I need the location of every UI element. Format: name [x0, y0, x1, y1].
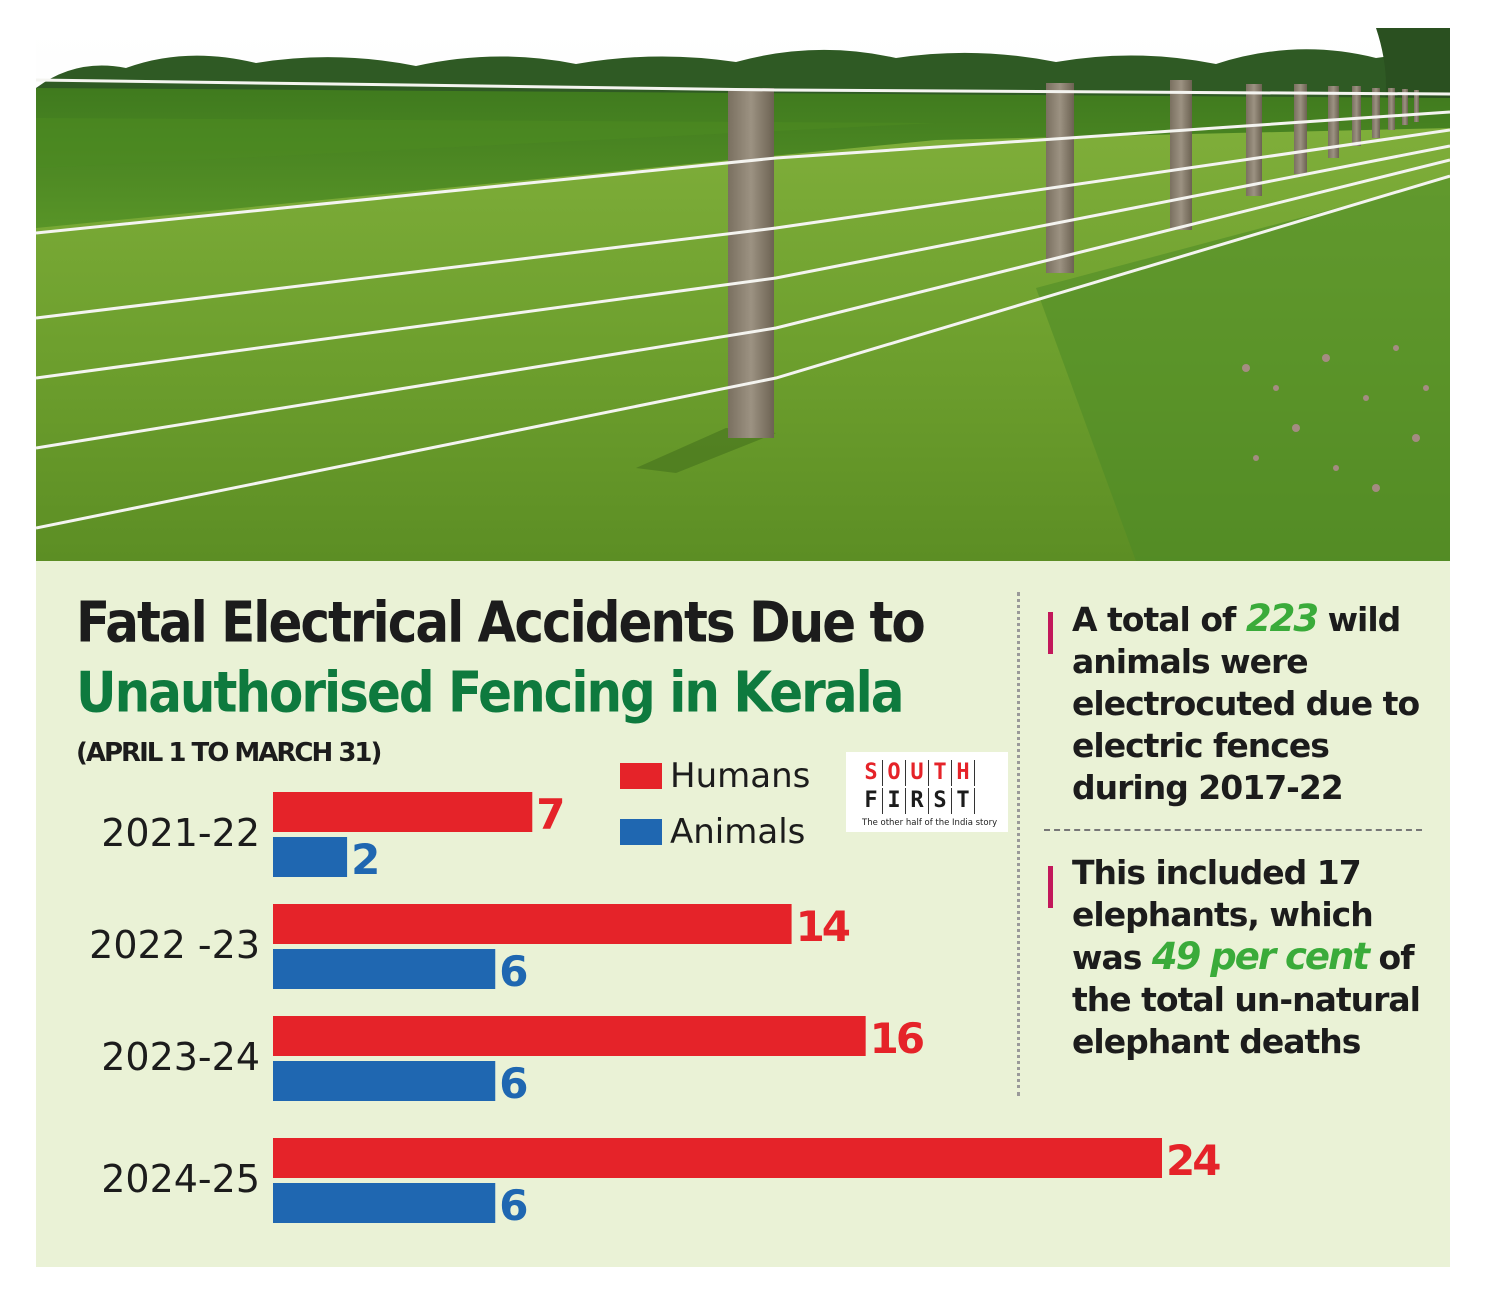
fact1-marker — [1048, 612, 1053, 654]
bar-animals — [273, 1183, 496, 1223]
logo-letter: S — [929, 788, 952, 814]
logo-letter: H — [952, 760, 975, 786]
data-label-animals: 6 — [499, 1059, 526, 1108]
bar-humans — [273, 904, 792, 944]
fact1-prefix: A total of — [1072, 600, 1246, 639]
data-label-humans: 7 — [536, 790, 562, 839]
category-label: 2023-24 — [101, 1035, 260, 1079]
logo-letter: I — [883, 788, 906, 814]
fact1-suffix: wild animals were electrocuted due to el… — [1072, 600, 1420, 807]
fact2-highlight: 49 per cent — [1151, 935, 1370, 978]
legend-label-humans: Humans — [670, 756, 811, 796]
logo-letter: U — [906, 760, 929, 786]
category-label: 2021-22 — [101, 811, 260, 855]
fact2-text: This included 17 elephants, which was 49… — [1072, 852, 1442, 1063]
data-label-humans: 16 — [870, 1014, 923, 1063]
chart-title-line2: Unauthorised Fencing in Kerala — [76, 660, 904, 725]
legend-swatch-humans — [620, 763, 662, 789]
vertical-divider — [1017, 592, 1020, 1096]
data-label-animals: 2 — [351, 835, 377, 884]
data-label-humans: 14 — [796, 902, 850, 951]
logo-row-first: F I R S T — [860, 788, 975, 814]
logo-letter: F — [860, 788, 883, 814]
south-first-logo: S O U T H F I R S T The other half of th… — [846, 752, 1008, 832]
logo-letter: R — [906, 788, 929, 814]
legend-item-humans: Humans — [620, 756, 810, 796]
horizontal-divider — [1044, 829, 1422, 831]
logo-letter: T — [929, 760, 952, 786]
period-subtitle: (APRIL 1 TO MARCH 31) — [76, 738, 382, 768]
category-label: 2024-25 — [101, 1157, 260, 1201]
logo-letter: S — [860, 760, 883, 786]
legend-swatch-animals — [620, 819, 662, 845]
bar-animals — [273, 837, 348, 877]
fact1-highlight: 223 — [1245, 597, 1319, 640]
data-label-animals: 6 — [499, 947, 526, 996]
bar-humans — [273, 1016, 866, 1056]
fence-photo-illustration — [36, 28, 1450, 561]
fact2-marker — [1048, 866, 1053, 908]
fact1-text: A total of 223 wild animals were electro… — [1072, 598, 1442, 809]
bar-humans — [273, 792, 533, 832]
chart-title-line1: Fatal Electrical Accidents Due to — [76, 590, 926, 655]
bar-animals — [273, 1061, 496, 1101]
logo-tagline: The other half of the India story — [862, 818, 998, 828]
fact2-prefix: This included 17 elephants, which was — [1072, 853, 1374, 977]
category-label: 2022 -23 — [89, 923, 260, 967]
logo-row-south: S O U T H — [860, 760, 975, 786]
bar-humans — [273, 1138, 1162, 1178]
legend-item-animals: Animals — [620, 812, 805, 852]
legend-label-animals: Animals — [670, 812, 806, 852]
logo-letter: O — [883, 760, 906, 786]
fact2-suffix: of the total un-natural elephant deaths — [1072, 938, 1421, 1061]
data-label-animals: 6 — [499, 1181, 526, 1230]
logo-letter: T — [952, 788, 975, 814]
fence-field-photo — [36, 28, 1450, 561]
data-label-humans: 24 — [1166, 1136, 1220, 1185]
bar-animals — [273, 949, 496, 989]
